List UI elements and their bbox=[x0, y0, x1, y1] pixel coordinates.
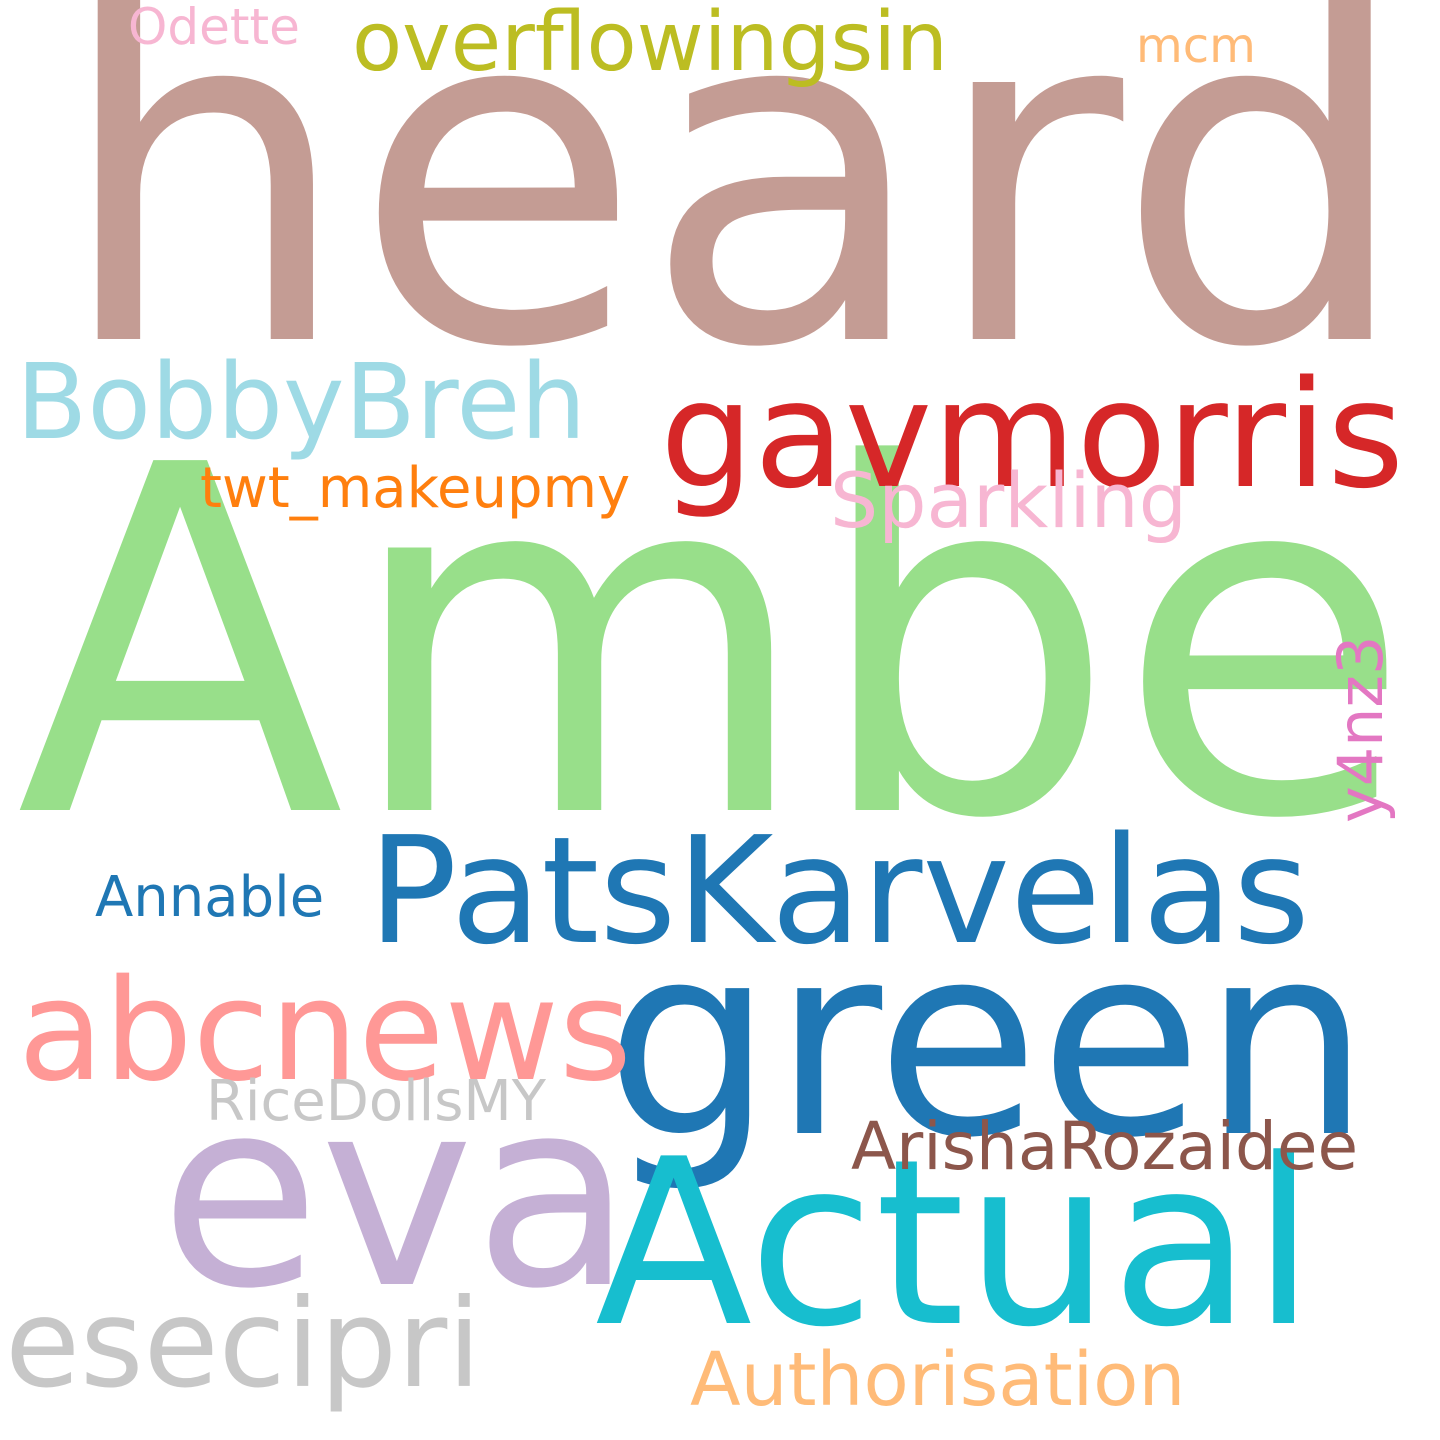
word-twt-makeupmy: twt_makeupmy bbox=[200, 456, 631, 521]
word-actual: Actual bbox=[595, 1111, 1316, 1378]
word-annable: Annable bbox=[95, 865, 325, 930]
word-ricedollsmy: RiceDollsMY bbox=[206, 1069, 546, 1134]
word-sparkling: Sparkling bbox=[830, 456, 1187, 545]
word-arisharozaidee: ArishaRozaidee bbox=[851, 1108, 1359, 1185]
word-odette: Odette bbox=[128, 0, 300, 56]
word-mcm: mcm bbox=[1136, 18, 1256, 74]
word-heard: heard bbox=[55, 0, 1414, 450]
word-gavmorris: gavmorris bbox=[660, 349, 1405, 521]
word-esecipri: esecipri bbox=[5, 1273, 482, 1415]
word-authorisation: Authorisation bbox=[690, 1337, 1186, 1423]
word-abcnews: abcnews bbox=[18, 950, 632, 1113]
word-green: green bbox=[605, 888, 1371, 1196]
word-y4nz3: y4nz3 bbox=[1324, 635, 1397, 823]
word-patskarvelas: PatsKarvelas bbox=[368, 805, 1310, 977]
word-eva: eva bbox=[160, 1044, 634, 1346]
word-amber: Amber bbox=[16, 365, 1440, 924]
word-overflowingsin: overflowingsin bbox=[352, 0, 949, 90]
word-bobbybreh: BobbyBreh bbox=[16, 341, 587, 463]
